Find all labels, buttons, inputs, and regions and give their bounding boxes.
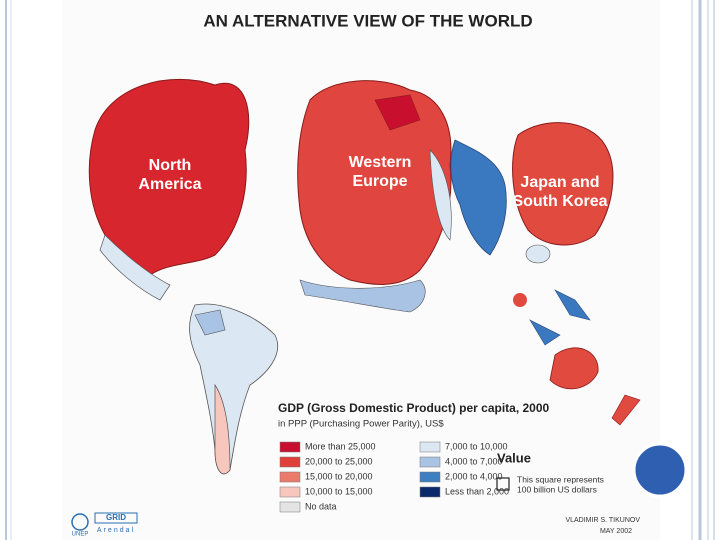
- legend-swatch: [279, 486, 301, 498]
- slide-ornament: [632, 442, 688, 498]
- legend-swatch: [419, 471, 441, 483]
- region-central-asia: [429, 149, 452, 241]
- legend-swatch: [419, 441, 441, 453]
- legend-label: 4,000 to 7,000: [445, 456, 503, 466]
- map-label: Western: [349, 154, 412, 171]
- logo-text: GRID: [106, 513, 126, 522]
- legend-label: Less than 2,000: [445, 486, 509, 496]
- region-japan-korea: [512, 122, 614, 246]
- legend-label: 7,000 to 10,000: [445, 441, 508, 451]
- region-taiwan: [525, 244, 551, 264]
- region-mexico: [99, 234, 171, 301]
- map-label: North: [149, 157, 192, 174]
- region-australia: [549, 347, 599, 390]
- map-label: Europe: [352, 173, 407, 190]
- legend-label: 20,000 to 25,000: [305, 456, 373, 466]
- map-label: South Korea: [512, 193, 607, 210]
- legend-swatch: [419, 486, 441, 498]
- grid-logo: [94, 512, 138, 524]
- value-title: Value: [497, 450, 531, 465]
- region-south-asia: [450, 139, 507, 256]
- legend-swatch: [279, 501, 301, 513]
- region-singapore: [513, 293, 527, 307]
- legend-label: 10,000 to 15,000: [305, 486, 373, 496]
- region-southeast-asia: [529, 289, 591, 346]
- legend-subtitle: in PPP (Purchasing Power Parity), US$: [278, 419, 444, 430]
- legend-swatch: [279, 456, 301, 468]
- region-new-zealand: [611, 394, 641, 426]
- legend-label: 15,000 to 20,000: [305, 471, 373, 481]
- value-square: [496, 477, 510, 491]
- legend-label: More than 25,000: [305, 441, 376, 451]
- credit-author: VLADIMIR S. TIKUNOV: [565, 517, 640, 524]
- map-label: Japan and: [520, 174, 599, 191]
- credit-date: MAY 2002: [600, 528, 632, 535]
- legend-label: No data: [305, 501, 337, 511]
- logo-text: UNEP: [72, 532, 89, 538]
- legend-title: GDP (Gross Domestic Product) per capita,…: [278, 401, 550, 415]
- logo-text: Arendal: [97, 527, 135, 534]
- unep-logo: [71, 513, 89, 531]
- legend-swatch: [279, 471, 301, 483]
- value-note: This square represents: [517, 474, 604, 484]
- map-title: AN ALTERNATIVE VIEW OF THE WORLD: [203, 11, 532, 30]
- region-western-europe: [297, 80, 452, 285]
- legend-swatch: [279, 441, 301, 453]
- region-scandinavia: [374, 94, 421, 131]
- map-label: America: [138, 176, 201, 193]
- region-chile-argentina: [214, 383, 231, 475]
- legend-label: 2,000 to 4,000: [445, 471, 503, 481]
- region-andes: [194, 309, 226, 336]
- value-note: 100 billion US dollars: [517, 484, 597, 494]
- legend-swatch: [419, 456, 441, 468]
- region-africa: [299, 279, 426, 313]
